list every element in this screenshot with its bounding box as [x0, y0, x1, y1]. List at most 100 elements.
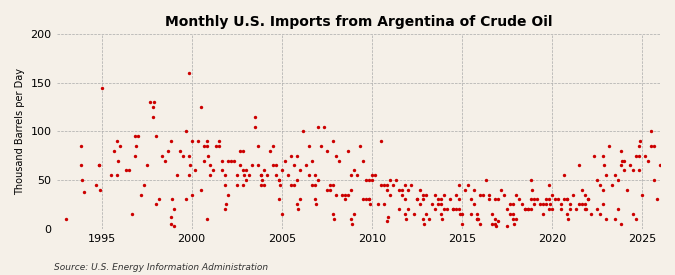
Point — [597, 153, 608, 158]
Point — [468, 202, 479, 207]
Point — [483, 192, 494, 197]
Point — [90, 183, 101, 187]
Point — [373, 202, 383, 207]
Point — [174, 149, 185, 153]
Point — [618, 168, 629, 172]
Point — [441, 207, 452, 211]
Point — [558, 197, 569, 202]
Point — [613, 207, 624, 211]
Point — [131, 144, 142, 148]
Point — [640, 153, 651, 158]
Point — [390, 178, 401, 182]
Point — [243, 173, 254, 177]
Point — [255, 173, 266, 177]
Point — [502, 207, 512, 211]
Point — [129, 134, 140, 139]
Point — [580, 202, 591, 207]
Point — [279, 158, 290, 163]
Point — [357, 158, 368, 163]
Point — [156, 153, 167, 158]
Point — [75, 163, 86, 168]
Point — [293, 207, 304, 211]
Point — [178, 153, 188, 158]
Point — [562, 212, 572, 216]
Point — [159, 158, 170, 163]
Point — [273, 178, 284, 182]
Point — [255, 173, 266, 177]
Point — [330, 192, 341, 197]
Point — [275, 183, 286, 187]
Point — [282, 173, 293, 177]
Point — [624, 163, 635, 168]
Point — [329, 217, 340, 221]
Point — [183, 71, 194, 75]
Point — [381, 219, 392, 223]
Point — [384, 178, 395, 182]
Point — [327, 139, 338, 143]
Point — [402, 188, 413, 192]
Point — [375, 139, 386, 143]
Point — [489, 197, 500, 202]
Point — [315, 144, 326, 148]
Point — [270, 163, 281, 168]
Point — [77, 178, 88, 182]
Point — [466, 197, 477, 202]
Point — [202, 153, 213, 158]
Point — [504, 212, 515, 216]
Point — [240, 178, 251, 182]
Point — [213, 139, 224, 143]
Point — [394, 207, 404, 211]
Point — [306, 158, 317, 163]
Point — [401, 217, 412, 221]
Point — [292, 202, 302, 207]
Point — [562, 197, 572, 202]
Point — [433, 202, 443, 207]
Point — [232, 173, 242, 177]
Point — [234, 163, 245, 168]
Point — [180, 197, 191, 202]
Point — [238, 183, 248, 187]
Point — [219, 173, 230, 177]
Point — [583, 197, 593, 202]
Point — [564, 207, 575, 211]
Y-axis label: Thousand Barrels per Day: Thousand Barrels per Day — [15, 68, 25, 195]
Point — [239, 173, 250, 177]
Point — [475, 192, 485, 197]
Point — [292, 178, 302, 182]
Point — [168, 224, 179, 228]
Point — [597, 202, 608, 207]
Point — [558, 173, 569, 177]
Point — [309, 173, 320, 177]
Point — [437, 217, 448, 221]
Point — [498, 192, 509, 197]
Point — [105, 173, 116, 177]
Point — [238, 149, 248, 153]
Point — [396, 188, 407, 192]
Point — [381, 183, 392, 187]
Point — [387, 183, 398, 187]
Point — [483, 197, 494, 202]
Point — [580, 192, 591, 197]
Point — [292, 153, 302, 158]
Point — [535, 202, 545, 207]
Point — [126, 212, 137, 216]
Point — [113, 158, 124, 163]
Point — [195, 105, 206, 109]
Point — [412, 197, 423, 202]
Point — [450, 207, 461, 211]
Point — [363, 197, 374, 202]
Point — [167, 197, 178, 202]
Point — [381, 188, 392, 192]
Point — [493, 197, 504, 202]
Point — [603, 144, 614, 148]
Point — [108, 149, 119, 153]
Point — [429, 192, 440, 197]
Point — [60, 217, 71, 221]
Point — [622, 188, 632, 192]
Point — [300, 163, 311, 168]
Point — [408, 212, 419, 216]
Point — [259, 183, 269, 187]
Point — [417, 197, 428, 202]
Point — [261, 173, 272, 177]
Point — [367, 178, 377, 182]
